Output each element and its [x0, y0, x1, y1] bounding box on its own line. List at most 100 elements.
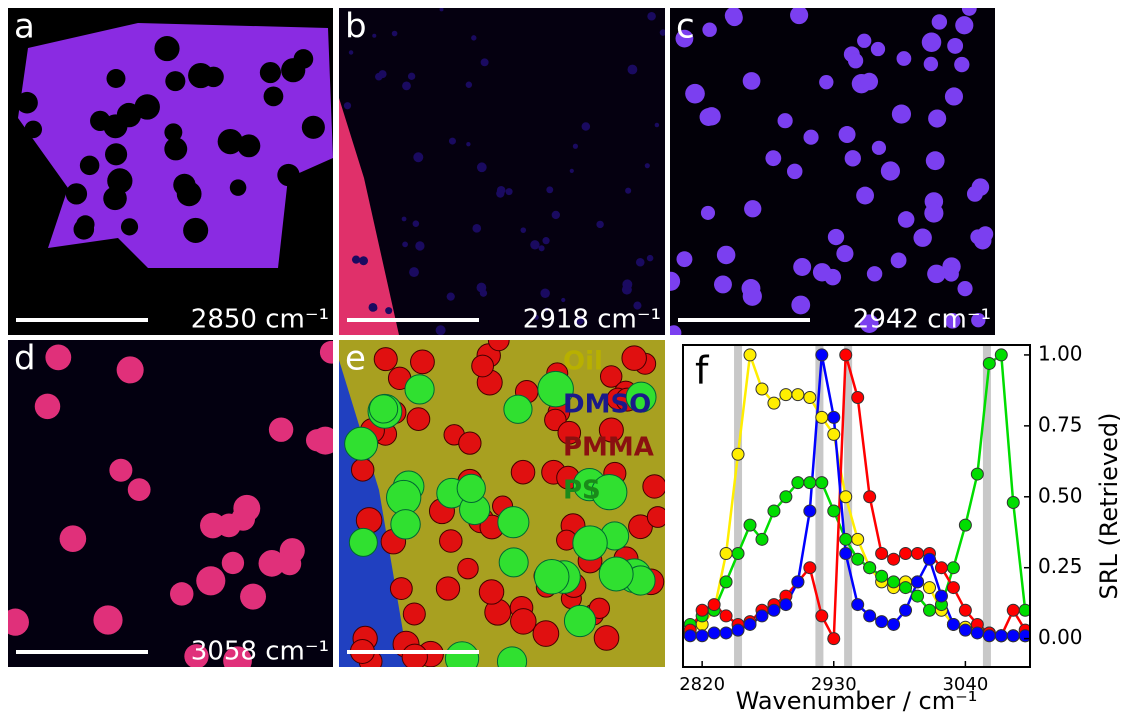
particle: [520, 227, 527, 233]
data-point: [731, 623, 745, 637]
particle: [812, 263, 832, 282]
particle: [532, 620, 560, 647]
particle: [478, 579, 505, 605]
data-point: [1006, 629, 1020, 643]
particle: [931, 14, 948, 30]
particle: [685, 83, 705, 104]
particle: [435, 576, 461, 601]
data-point: [982, 356, 996, 370]
particle: [134, 94, 160, 120]
particle: [496, 189, 505, 198]
particle: [45, 344, 72, 371]
particle: [268, 417, 294, 442]
particle: [154, 36, 180, 62]
image-content: [339, 340, 665, 667]
data-point: [839, 490, 853, 504]
data-point: [779, 598, 793, 612]
data-point: [791, 476, 805, 490]
particle: [866, 266, 883, 282]
particle: [389, 577, 413, 601]
particle: [372, 33, 377, 38]
particle: [880, 161, 901, 181]
data-point: [695, 629, 709, 643]
particle: [646, 506, 665, 528]
particle: [563, 604, 597, 638]
particle: [375, 72, 383, 81]
particle: [716, 245, 736, 265]
data-point: [767, 603, 781, 617]
particle: [8, 608, 29, 636]
highlight-band: [815, 345, 824, 667]
particle: [466, 141, 471, 147]
data-point: [851, 598, 865, 612]
particle: [675, 29, 694, 48]
particle: [572, 525, 608, 561]
particle: [8, 222, 18, 242]
particle: [8, 162, 18, 181]
image-region: [339, 98, 399, 335]
data-point: [767, 504, 781, 518]
particle: [943, 266, 959, 282]
particle: [497, 506, 530, 539]
data-point: [863, 490, 877, 504]
particle: [765, 150, 782, 167]
particle: [628, 514, 653, 540]
particle: [472, 223, 482, 233]
particle: [533, 314, 539, 320]
data-point: [755, 609, 769, 623]
data-point: [922, 552, 936, 566]
particle: [59, 525, 87, 553]
particle: [625, 381, 657, 413]
legend-entry: PMMA: [563, 433, 654, 463]
particle: [838, 126, 856, 144]
particle: [479, 289, 488, 297]
particle: [598, 556, 634, 592]
particle: [350, 458, 375, 482]
particle: [359, 256, 369, 266]
data-point: [719, 609, 733, 623]
particle: [928, 109, 947, 128]
particle: [109, 458, 133, 482]
particle: [961, 8, 977, 16]
data-point: [839, 532, 853, 546]
data-point: [958, 603, 972, 617]
particle: [844, 150, 861, 167]
particle: [777, 113, 793, 129]
data-point: [779, 388, 793, 402]
particle: [533, 558, 570, 595]
particle: [415, 241, 425, 251]
particle: [258, 550, 286, 577]
particle: [229, 179, 247, 196]
particle: [348, 50, 354, 55]
particle: [480, 58, 489, 67]
highlight-band: [982, 345, 991, 667]
particle: [319, 340, 333, 364]
data-point: [994, 348, 1008, 362]
particle: [593, 625, 620, 651]
particle: [221, 551, 245, 575]
particle: [65, 183, 88, 205]
highlight-band: [734, 345, 743, 667]
particle: [557, 420, 582, 445]
particle: [977, 226, 994, 242]
particle: [8, 89, 20, 107]
particle: [471, 354, 495, 378]
particle: [860, 72, 879, 91]
particle: [699, 108, 718, 126]
data-point: [899, 581, 913, 595]
particle: [581, 122, 591, 131]
particle: [944, 87, 964, 106]
particle: [406, 407, 431, 431]
y-tick-label: 0.00: [1038, 625, 1083, 649]
particle: [537, 370, 574, 408]
particle: [659, 29, 665, 36]
particle: [435, 325, 446, 335]
data-point: [815, 410, 829, 424]
particle: [263, 86, 284, 107]
particle: [476, 162, 487, 173]
particle: [870, 41, 886, 57]
data-point: [719, 547, 733, 561]
particle: [847, 53, 864, 69]
particle: [819, 74, 834, 90]
y-tick-label: 0.25: [1038, 554, 1083, 578]
